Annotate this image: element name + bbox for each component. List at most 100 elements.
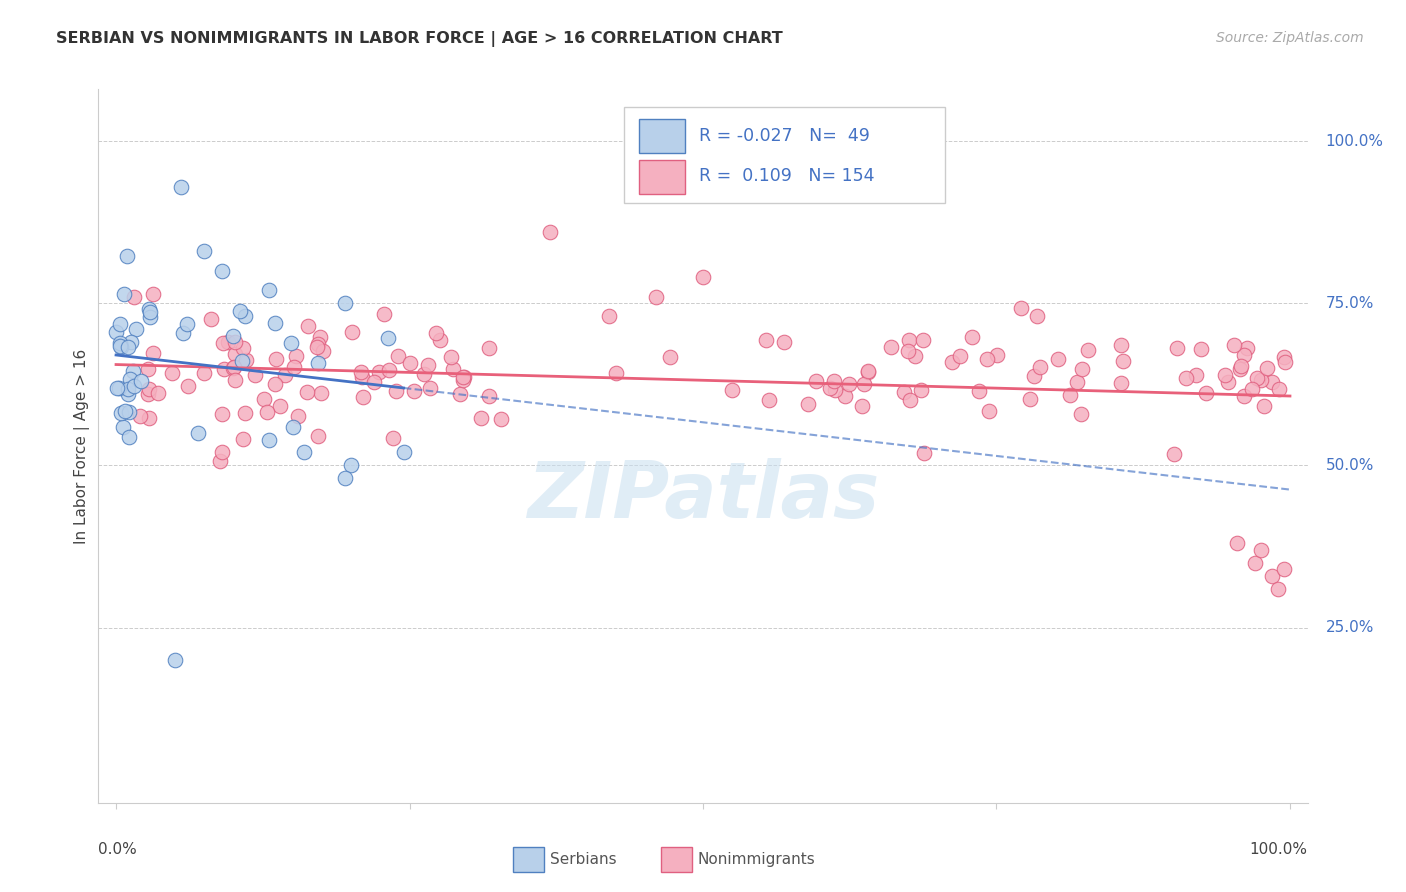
Point <box>856 364 879 378</box>
Point <box>384 384 406 398</box>
Point <box>1272 351 1295 365</box>
Point <box>720 383 742 397</box>
Point <box>307 429 329 443</box>
Point <box>1223 338 1246 352</box>
Point <box>252 392 274 406</box>
Point <box>1272 562 1295 576</box>
Point <box>107 381 129 395</box>
Point <box>257 283 280 297</box>
Point <box>235 309 257 323</box>
Text: R = -0.027   N=  49: R = -0.027 N= 49 <box>699 127 870 145</box>
Point <box>217 334 239 349</box>
Point <box>114 404 136 418</box>
Point <box>960 330 983 344</box>
Point <box>124 379 146 393</box>
Point <box>416 358 439 372</box>
Point <box>110 340 132 354</box>
Point <box>269 399 291 413</box>
Text: Source: ZipAtlas.com: Source: ZipAtlas.com <box>1216 31 1364 45</box>
Point <box>1246 371 1268 385</box>
Point <box>193 244 215 259</box>
Point <box>138 302 160 317</box>
Point <box>1236 342 1258 356</box>
Point <box>229 304 252 318</box>
Point <box>912 446 935 460</box>
Point <box>193 366 215 380</box>
Point <box>893 385 915 400</box>
Point <box>120 334 142 349</box>
Text: 0.0%: 0.0% <box>98 842 138 857</box>
Point <box>412 367 434 381</box>
Point <box>118 404 141 418</box>
Point <box>838 376 860 391</box>
Point <box>1047 352 1070 367</box>
Point <box>1233 349 1256 363</box>
Point <box>232 342 254 356</box>
Point <box>162 366 184 380</box>
Point <box>138 382 160 396</box>
Point <box>1174 371 1197 385</box>
Point <box>107 381 129 395</box>
Point <box>1029 359 1052 374</box>
Point <box>451 373 474 387</box>
Point <box>125 322 148 336</box>
Point <box>941 355 963 369</box>
Point <box>283 360 305 375</box>
Point <box>1195 385 1218 400</box>
Point <box>208 454 231 468</box>
Point <box>1022 368 1045 383</box>
Point <box>851 399 873 413</box>
Point <box>214 362 236 376</box>
Point <box>118 430 141 444</box>
Text: 25.0%: 25.0% <box>1326 620 1374 635</box>
Point <box>949 349 972 363</box>
Point <box>658 350 681 364</box>
Point <box>136 387 159 401</box>
Point <box>232 432 254 446</box>
Point <box>163 653 186 667</box>
Point <box>309 385 332 400</box>
Point <box>1261 568 1284 582</box>
Point <box>292 445 315 459</box>
Point <box>352 390 374 404</box>
Point <box>1026 309 1049 323</box>
Point <box>142 287 165 301</box>
Point <box>692 270 714 285</box>
Point <box>1163 447 1185 461</box>
Text: SERBIAN VS NONIMMIGRANTS IN LABOR FORCE | AGE > 16 CORRELATION CHART: SERBIAN VS NONIMMIGRANTS IN LABOR FORCE … <box>56 31 783 47</box>
Point <box>377 331 399 345</box>
Point <box>1166 342 1188 356</box>
Point <box>538 225 561 239</box>
Text: Serbians: Serbians <box>550 853 616 867</box>
Point <box>1189 342 1212 356</box>
Point <box>176 317 198 331</box>
Point <box>373 306 395 320</box>
Point <box>211 407 233 421</box>
Point <box>169 179 191 194</box>
Point <box>425 326 447 340</box>
Point <box>122 290 145 304</box>
Point <box>297 319 319 334</box>
Point <box>363 376 385 390</box>
Point <box>378 363 401 377</box>
Point <box>818 381 841 395</box>
Text: 100.0%: 100.0% <box>1326 134 1384 149</box>
Point <box>1010 301 1032 315</box>
Point <box>1233 389 1256 403</box>
Point <box>1261 376 1284 390</box>
Point <box>122 364 145 378</box>
Point <box>880 341 903 355</box>
Point <box>138 411 160 425</box>
Text: 100.0%: 100.0% <box>1250 842 1308 857</box>
Point <box>1243 556 1265 570</box>
Point <box>1109 376 1132 390</box>
Point <box>222 328 245 343</box>
FancyBboxPatch shape <box>624 107 945 203</box>
Point <box>142 346 165 360</box>
Point <box>449 387 471 401</box>
Point <box>605 367 627 381</box>
Point <box>1111 354 1133 368</box>
Point <box>295 384 318 399</box>
Point <box>1071 361 1094 376</box>
Point <box>243 368 266 383</box>
